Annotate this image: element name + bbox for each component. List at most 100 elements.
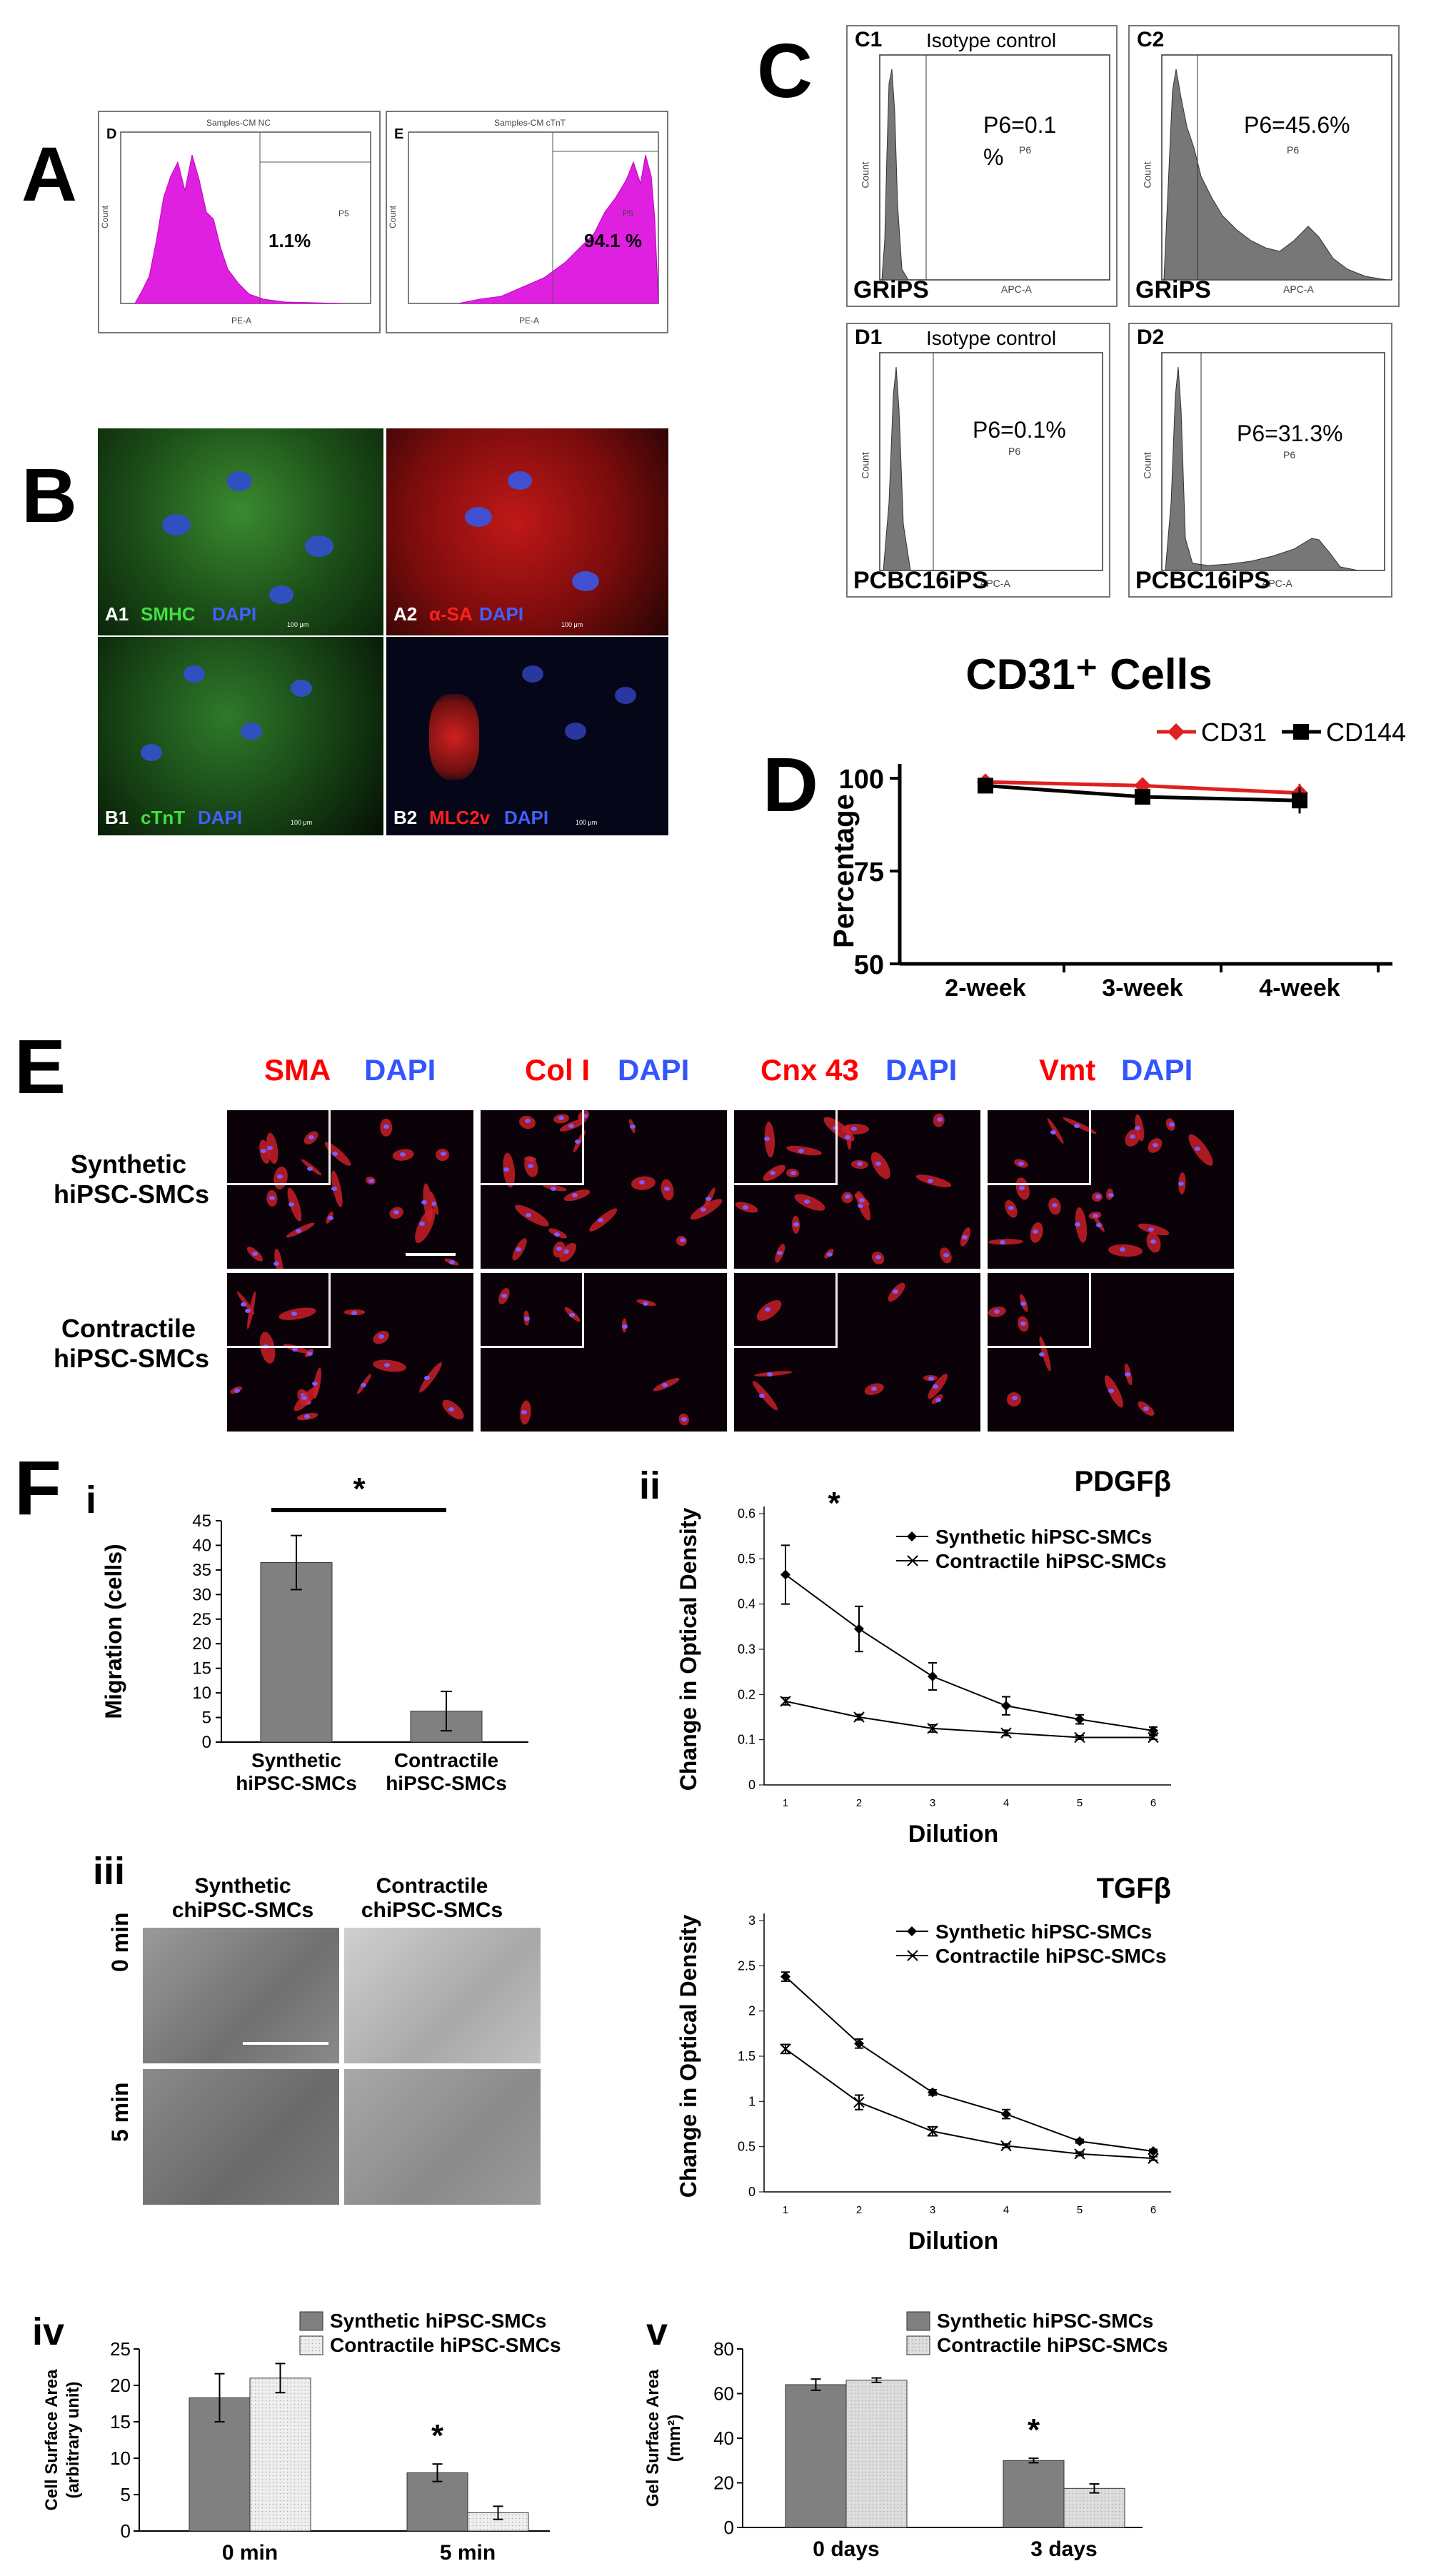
- data-point: [1292, 793, 1307, 809]
- x-tick-label: 5: [1077, 1797, 1083, 1809]
- y-axis-label: Change in Optical Density: [676, 1915, 701, 2198]
- sub-label-iii: iii: [93, 1850, 126, 1893]
- chart-migration: 0 5 10 15 20 25 30 35 40 45 Migration (cells) Synth…: [101, 1471, 528, 1794]
- if-image-synthetic-1: [227, 1110, 473, 1269]
- plot-id: C2: [1137, 28, 1165, 51]
- y-tick-label: 75: [854, 857, 884, 887]
- stain-dapi-label: DAPI: [364, 1053, 436, 1087]
- y-tick-label: 15: [110, 2411, 131, 2432]
- data-point: [1001, 2109, 1011, 2120]
- gate-value: P6=31.3%: [1237, 421, 1343, 446]
- if-image-contractile-3: [734, 1273, 980, 1432]
- row-label-contractile: Contractile hiPSC-SMCs: [54, 1314, 210, 1373]
- zoom-inset: [988, 1110, 1091, 1185]
- stain-marker-label: SMA: [264, 1053, 331, 1087]
- chart-title: PDGFβ: [1074, 1466, 1171, 1497]
- x-tick-label: 2-week: [945, 975, 1025, 1002]
- y-tick-label: 20: [192, 1634, 211, 1654]
- x-tick-label: 3-week: [1102, 975, 1183, 1002]
- marker-label: cTnT: [141, 807, 186, 828]
- chart-cd31-cells: CD31⁺ Cells 50 75 100 2-week 3-week 4-week Perc…: [828, 650, 1406, 1002]
- y-tick-label: 2: [748, 2004, 755, 2018]
- data-point: [1074, 1731, 1085, 1744]
- y-tick-label: 25: [110, 2338, 131, 2360]
- data-point: [853, 1711, 865, 1723]
- y-tick-label: 20: [110, 2375, 131, 2396]
- gate-value: P6=0.1: [983, 112, 1057, 138]
- if-image-a2: A2 α-SA DAPI 100 μm: [386, 428, 668, 635]
- histogram-fill: [881, 69, 909, 281]
- if-image-b1: B1 cTnT DAPI 100 μm: [98, 637, 383, 835]
- image-id: A1: [105, 603, 129, 625]
- x-tick-label: 3: [930, 2204, 935, 2216]
- sub-label-ii: ii: [639, 1464, 661, 1507]
- y-tick-label: 1.5: [738, 2049, 755, 2063]
- if-image-grid: [227, 1110, 1248, 1432]
- data-point: [928, 2087, 938, 2098]
- y-tick-label: 0.5: [738, 2140, 755, 2154]
- flow-plot-d2: D2 P6=31.3% P6 APC-A Count PCBC16iPS: [1128, 323, 1392, 598]
- legend-marker: [907, 1950, 918, 1961]
- chart-gel-surface-area: 0 20 40 60 80 Gel Surface Area (mm²) 0 days 3 da…: [643, 2310, 1168, 2561]
- data-point: [780, 1696, 791, 1707]
- bar: [260, 1562, 333, 1743]
- data-point: [1000, 1727, 1012, 1739]
- zoom-inset: [734, 1273, 838, 1348]
- sub-label-i: i: [86, 1479, 97, 1521]
- x-tick-label: hiPSC-SMCs: [386, 1772, 507, 1794]
- plot-id: D1: [855, 326, 883, 349]
- flow-histogram-d1: [879, 352, 1103, 571]
- legend-marker: [907, 1926, 917, 1936]
- data-point: [854, 1624, 864, 1634]
- legend-label: CD31: [1201, 718, 1267, 747]
- x-axis-label: APC-A: [980, 578, 1010, 589]
- cell-line-label: GRiPS: [1135, 276, 1211, 303]
- panel-letter-b: B: [21, 452, 77, 538]
- dapi-label: DAPI: [212, 603, 257, 625]
- x-axis-label: Dilution: [908, 2228, 999, 2255]
- legend-label: CD144: [1326, 718, 1406, 747]
- if-image-b2: B2 MLC2v DAPI 100 μm: [386, 637, 668, 835]
- cell-line-label: PCBC16iPS: [1135, 567, 1270, 594]
- series-line: [785, 1700, 1153, 1739]
- flow-histogram-c1: [879, 54, 1110, 281]
- y-tick-label: 35: [192, 1561, 211, 1580]
- if-image-synthetic-4: [988, 1110, 1234, 1269]
- y-axis-label: (mm²): [665, 2415, 684, 2462]
- series-line: [785, 2048, 1154, 2160]
- sub-label-v: v: [646, 2310, 668, 2353]
- x-tick-label: 2: [856, 2204, 862, 2216]
- y-axis-label: Count: [1141, 452, 1153, 479]
- y-tick-label: 0.6: [738, 1506, 755, 1521]
- phase-image-synthetic-0min: [143, 1928, 339, 2063]
- gate-value: P6=45.6%: [1244, 112, 1350, 138]
- flow-histogram-c2: [1161, 54, 1392, 281]
- sub-label-iv: iv: [32, 2310, 65, 2353]
- x-tick-label: hiPSC-SMCs: [236, 1772, 357, 1794]
- bar: [249, 2378, 311, 2532]
- x-tick-label: 3 days: [1030, 2537, 1097, 2561]
- y-tick-label: 40: [713, 2427, 734, 2449]
- zoom-inset: [988, 1273, 1091, 1348]
- legend-marker: [907, 1531, 917, 1541]
- y-tick-label: 3: [748, 1913, 755, 1928]
- data-point: [927, 1723, 938, 1734]
- data-point: [780, 1569, 790, 1580]
- zoom-inset: [734, 1110, 838, 1185]
- y-axis-label: Count: [388, 205, 398, 229]
- legend-label: Synthetic hiPSC-SMCs: [935, 1526, 1152, 1548]
- zoom-inset: [481, 1110, 584, 1185]
- significance-star: *: [1028, 2413, 1040, 2447]
- dapi-label: DAPI: [479, 603, 524, 625]
- gate-label: P6: [1008, 446, 1021, 457]
- legend-marker: [907, 1555, 918, 1566]
- y-tick-label: 30: [192, 1585, 211, 1604]
- legend-label: Synthetic hiPSC-SMCs: [330, 2310, 546, 2332]
- gate-label: P6: [1283, 449, 1296, 461]
- plot-title: Samples-CM NC: [206, 118, 271, 128]
- y-tick-label: 25: [192, 1610, 211, 1629]
- plot-id: D2: [1137, 326, 1165, 349]
- y-tick-label: 0.2: [738, 1687, 755, 1701]
- gate-value-unit: %: [983, 144, 1004, 170]
- phase-image-synthetic-5min: [143, 2069, 339, 2205]
